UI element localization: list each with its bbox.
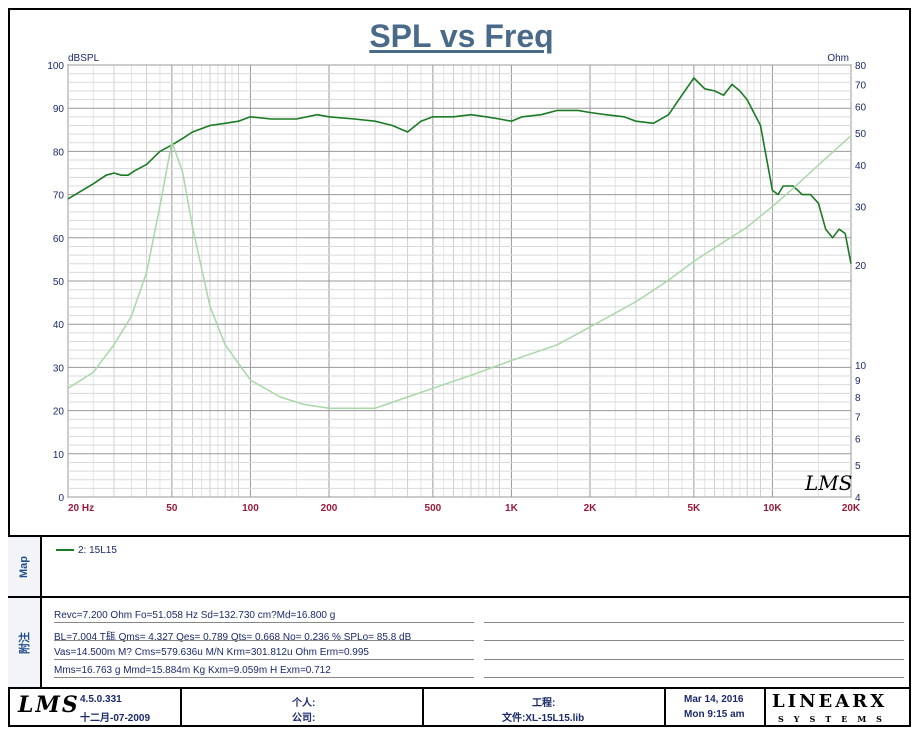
param-underline-2b bbox=[484, 640, 904, 641]
y-left-tick-label: 10 bbox=[53, 450, 65, 461]
y-right-axis-title: Ohm bbox=[827, 53, 849, 64]
footer-date: Mar 14, 2016 bbox=[684, 694, 744, 705]
version-number: 4.5.0.331 bbox=[80, 694, 122, 705]
map-label: Map bbox=[18, 555, 30, 578]
param-underline-1 bbox=[54, 622, 474, 623]
y-right-tick-label: 9 bbox=[855, 376, 861, 387]
y-left-tick-label: 80 bbox=[53, 147, 65, 158]
y-right-tick-label: 50 bbox=[855, 129, 867, 140]
footer-section bbox=[8, 687, 911, 729]
y-right-tick-label: 30 bbox=[855, 202, 867, 213]
y-left-tick-label: 100 bbox=[47, 61, 64, 72]
y-right-tick-label: 10 bbox=[855, 361, 867, 372]
y-right-tick-label: 4 bbox=[855, 493, 861, 504]
param-underline-1b bbox=[484, 622, 904, 623]
y-right-tick-label: 7 bbox=[855, 412, 861, 423]
footer-project-cell bbox=[424, 689, 666, 727]
y-left-tick-label: 50 bbox=[53, 277, 65, 288]
y-right-tick-label: 60 bbox=[855, 102, 867, 113]
file-label: 文件:XL-15L15.lib bbox=[502, 713, 585, 724]
map-section bbox=[8, 535, 911, 598]
x-tick-label: 2K bbox=[584, 503, 598, 514]
legend-entry: 2: 15L15 bbox=[56, 545, 117, 556]
x-tick-label: 5K bbox=[687, 503, 701, 514]
y-left-axis-title: dBSPL bbox=[68, 53, 100, 64]
x-tick-label: 10K bbox=[763, 503, 782, 514]
param-underline-3b bbox=[484, 659, 904, 660]
x-tick-label: 1K bbox=[505, 503, 519, 514]
y-right-tick-label: 6 bbox=[855, 435, 861, 446]
param-underline-2 bbox=[54, 640, 474, 641]
legend-entry-label: 2: 15L15 bbox=[78, 545, 117, 556]
spl-curve bbox=[67, 77, 852, 264]
lms-logo: LMS bbox=[18, 692, 80, 718]
map-label-box: Map bbox=[8, 537, 42, 596]
chart-title: SPL vs Freq bbox=[369, 18, 554, 54]
footer-person-cell bbox=[182, 689, 424, 727]
impedance-curve bbox=[67, 135, 852, 410]
spl-chart: 0 10 20 30 40 50 60 70 80 90 100 4 5 6 7 8 9 10 20 30 40 50 60… bbox=[47, 53, 867, 514]
y-left-tick-label: 40 bbox=[53, 320, 65, 331]
notes-section bbox=[8, 596, 911, 690]
x-tick-label: 500 bbox=[425, 503, 442, 514]
y-right-tick-label: 80 bbox=[855, 61, 867, 72]
footer-version-cell bbox=[8, 689, 182, 727]
y-left-tick-label: 60 bbox=[53, 234, 65, 245]
notes-label-box: 附注 bbox=[8, 598, 42, 688]
company-label: 公司: bbox=[292, 713, 316, 724]
brand-x: X bbox=[870, 691, 888, 712]
y-right-tick-label: 40 bbox=[855, 161, 867, 172]
legend-swatch bbox=[56, 549, 74, 552]
footer-date-cell bbox=[666, 689, 766, 727]
x-tick-label: 100 bbox=[242, 503, 259, 514]
param-underline-4b bbox=[484, 677, 904, 678]
y-left-tick-label: 90 bbox=[53, 104, 65, 115]
x-tick-label: 20 Hz bbox=[68, 503, 94, 514]
y-left-tick-label: 70 bbox=[53, 191, 65, 202]
x-tick-label: 200 bbox=[321, 503, 338, 514]
brand-top: LINEAR bbox=[772, 691, 871, 712]
param-line-1: Revc=7.200 Ohm Fo=51.058 Hz Sd=132.730 c… bbox=[54, 610, 336, 621]
y-right-tick-label: 5 bbox=[855, 461, 861, 472]
param-underline-4 bbox=[54, 677, 474, 678]
y-right-tick-label: 70 bbox=[855, 80, 867, 91]
linear-x-logo: LINEARX bbox=[772, 691, 887, 712]
param-underline-3 bbox=[54, 659, 474, 660]
param-line-3: Vas=14.500m M? Cms=579.636u M/N Krm=301.… bbox=[54, 647, 369, 658]
y-right-tick-label: 20 bbox=[855, 261, 867, 272]
y-left-tick-label: 30 bbox=[53, 363, 65, 374]
person-label: 个人: bbox=[292, 698, 316, 709]
brand-systems: SYSTEMS bbox=[778, 714, 892, 724]
footer-time: Mon 9:15 am bbox=[684, 709, 745, 720]
x-tick-label: 20K bbox=[842, 503, 861, 514]
project-label: 工程: bbox=[532, 698, 556, 709]
y-right-tick-label: 8 bbox=[855, 393, 861, 404]
x-tick-label: 50 bbox=[166, 503, 178, 514]
param-line-4: Mms=16.763 g Mmd=15.884m Kg Kxm=9.059m H… bbox=[54, 665, 331, 676]
notes-label: 附注 bbox=[19, 632, 31, 654]
y-left-tick-label: 20 bbox=[53, 407, 65, 418]
version-date: 十二月-07-2009 bbox=[80, 713, 151, 724]
lms-watermark: LMS bbox=[804, 471, 852, 495]
y-left-tick-label: 0 bbox=[58, 493, 64, 504]
param-line-2: BL=7.004 T瓺 Qms= 4.327 Qes= 0.789 Qts= 0… bbox=[54, 632, 412, 643]
